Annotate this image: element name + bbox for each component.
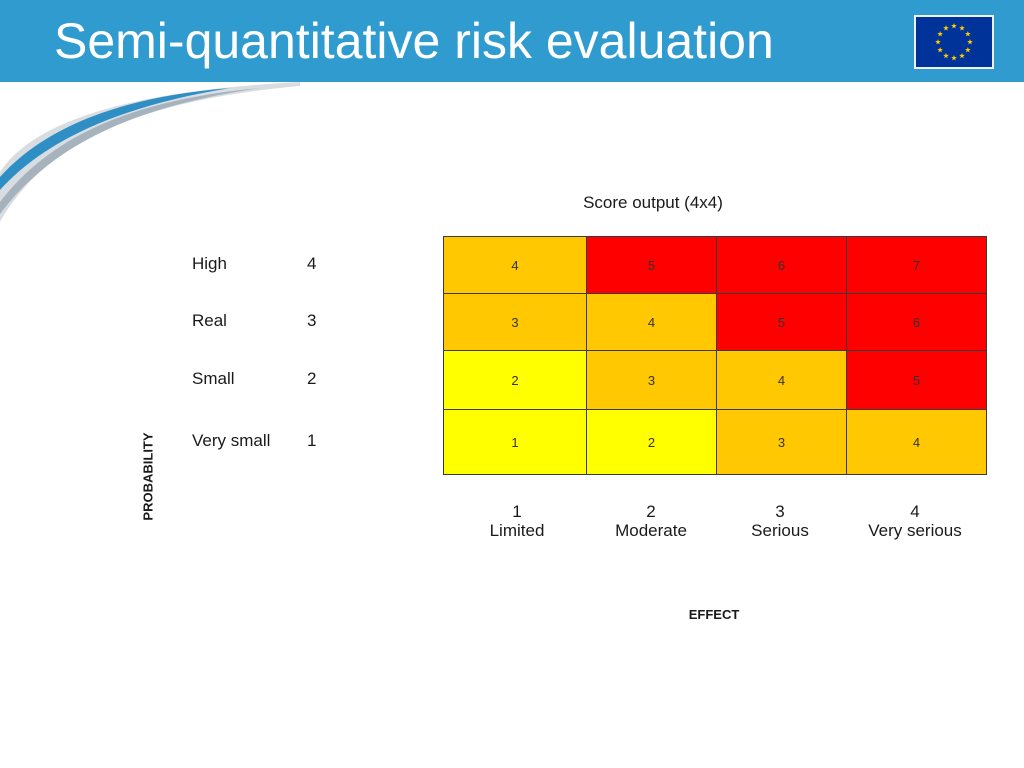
- probability-label-real: Real: [192, 311, 227, 330]
- eu-star-icon: [935, 39, 941, 45]
- matrix-cell: 4: [443, 236, 587, 294]
- probability-score-small: 2: [307, 369, 317, 388]
- matrix-cell: 5: [846, 350, 987, 410]
- effect-score: 1: [512, 502, 522, 521]
- effect-label: Moderate: [615, 521, 687, 540]
- probability-label-small: Small: [192, 369, 235, 388]
- eu-flag-icon: [914, 15, 994, 69]
- probability-axis-title: PROBABILITY: [140, 432, 156, 521]
- slide-title: Semi-quantitative risk evaluation: [54, 13, 774, 69]
- matrix-cell: 6: [846, 293, 987, 351]
- matrix-cell: 2: [443, 350, 587, 410]
- eu-star-icon: [965, 47, 971, 53]
- eu-star-icon: [959, 25, 965, 31]
- effect-axis-title: EFFECT: [688, 607, 740, 622]
- effect-score: 3: [775, 502, 785, 521]
- matrix-cell: 1: [443, 409, 587, 475]
- probability-score-very-small: 1: [307, 431, 317, 450]
- effect-column-2: 2 Moderate: [571, 502, 731, 540]
- matrix-cell: 3: [443, 293, 587, 351]
- effect-score: 4: [910, 502, 920, 521]
- eu-star-icon: [951, 23, 957, 29]
- matrix-cell: 2: [586, 409, 717, 475]
- probability-label-very-small: Very small: [192, 431, 271, 450]
- effect-label: Limited: [489, 521, 545, 540]
- eu-star-icon: [943, 52, 949, 59]
- effect-column-3: 3 Serious: [700, 502, 860, 540]
- eu-star-icon: [959, 52, 965, 59]
- matrix-cell: 5: [716, 293, 847, 351]
- matrix-caption: Score output (4x4): [583, 193, 723, 212]
- matrix-cell: 4: [716, 350, 847, 410]
- matrix-cell: 5: [586, 236, 717, 294]
- effect-column-4: 4 Very serious: [835, 502, 995, 540]
- probability-label-high: High: [192, 254, 227, 273]
- eu-star-icon: [937, 47, 943, 53]
- matrix-cell: 4: [586, 293, 717, 351]
- eu-star-icon: [951, 55, 957, 61]
- probability-score-real: 3: [307, 311, 317, 330]
- effect-label: Serious: [751, 521, 809, 540]
- effect-score: 2: [646, 502, 656, 521]
- effect-label: Very serious: [868, 521, 962, 540]
- effect-column-1: 1 Limited: [437, 502, 597, 540]
- decorative-swoosh: [0, 82, 300, 222]
- matrix-cell: 3: [586, 350, 717, 410]
- eu-star-icon: [943, 25, 949, 31]
- matrix-cell: 4: [846, 409, 987, 475]
- eu-star-icon: [965, 31, 971, 37]
- eu-star-icon: [967, 39, 973, 45]
- matrix-cell: 7: [846, 236, 987, 294]
- probability-score-high: 4: [307, 254, 317, 273]
- eu-star-icon: [937, 31, 943, 37]
- matrix-cell: 3: [716, 409, 847, 475]
- matrix-cell: 6: [716, 236, 847, 294]
- title-bar: Semi-quantitative risk evaluation: [0, 0, 1024, 82]
